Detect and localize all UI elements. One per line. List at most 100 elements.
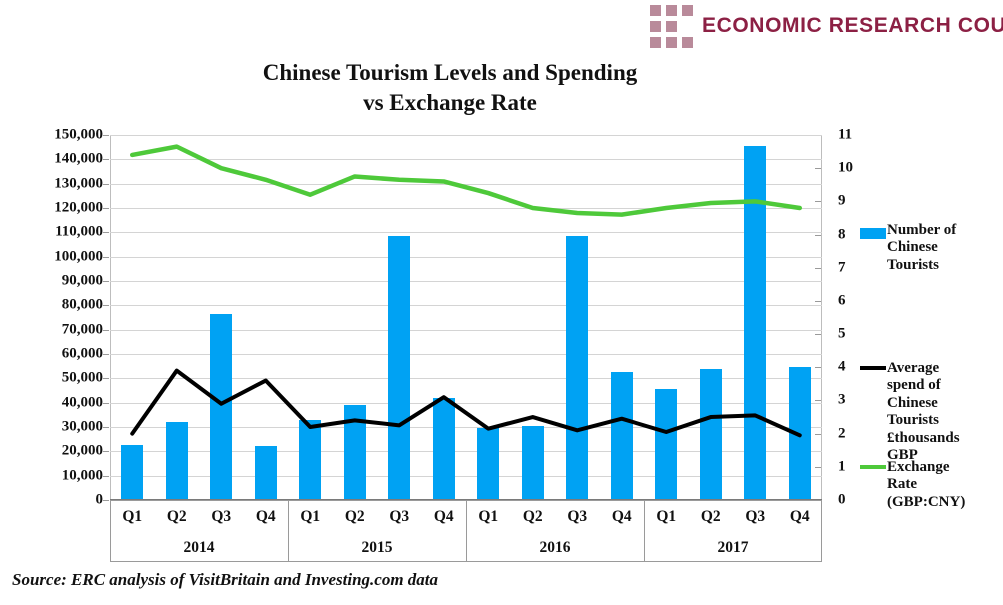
y-axis-left-tick [103, 475, 109, 477]
bar [521, 425, 544, 500]
x-axis-quarter-label: Q1 [300, 508, 321, 525]
legend-item[interactable]: Number of Chinese Tourists [860, 222, 1003, 274]
y-axis-left-tick [103, 329, 109, 331]
legend-label-line: Average [887, 360, 940, 376]
y-axis-left-label: 50,000 [61, 369, 103, 386]
x-axis-quarter-label: Q2 [166, 508, 187, 525]
plot-border-left [110, 135, 111, 500]
y-axis-right-tick [815, 466, 822, 468]
bar [299, 419, 322, 500]
legend-label-line: (GBP:CNY) [887, 493, 966, 510]
y-axis-right-tick [815, 367, 822, 369]
legend-bar-swatch-icon [860, 228, 886, 239]
gridline [110, 378, 822, 380]
bar [121, 445, 144, 500]
x-axis-quarter-label: Q3 [389, 508, 410, 525]
x-axis-quarter-label: Q4 [789, 508, 810, 525]
y-axis-left-label: 140,000 [54, 150, 103, 167]
gridline [110, 305, 822, 307]
y-axis-left-label: 90,000 [61, 272, 103, 289]
bar [477, 428, 500, 500]
y-axis-right: 11 10 9 8 7 6 5 4 3 2 1 0 [815, 127, 882, 508]
y-axis-left-label: 120,000 [54, 199, 103, 216]
y-axis-left-tick [103, 305, 109, 307]
page-title: Chinese Tourism Levels and Spending vs E… [0, 58, 900, 119]
logo-square-blank [682, 21, 693, 32]
bar [566, 235, 589, 500]
gridline [110, 183, 822, 185]
y-axis-left-label: 130,000 [54, 175, 103, 192]
x-axis-quarter-label: Q2 [700, 508, 721, 525]
logo-square [682, 36, 693, 48]
y-axis-left-label: 0 [95, 491, 104, 508]
gridline [110, 135, 822, 136]
logo-square [666, 4, 677, 16]
y-axis-left-tick [103, 500, 109, 501]
y-axis-left-tick [103, 183, 109, 185]
bar [343, 405, 366, 500]
logo-square [682, 4, 693, 16]
y-axis-left-tick [103, 135, 109, 136]
y-axis-left-tick [103, 281, 109, 282]
legend-label-line: Exchange [887, 459, 950, 475]
gridline [110, 256, 822, 258]
y-axis-left-label: 150,000 [54, 126, 103, 143]
gridline [110, 475, 822, 477]
x-axis-quarter-label: Q3 [567, 508, 588, 525]
x-axis-quarter-label: Q2 [522, 508, 543, 525]
source-note: Source: ERC analysis of VisitBritain and… [12, 570, 439, 589]
gridline [110, 159, 822, 161]
plot-border-right [821, 135, 822, 500]
y-axis-right-tick [815, 234, 822, 236]
x-axis-group-separator [288, 500, 289, 562]
legend-label-line: spend of [887, 377, 941, 394]
x-axis-quarter-label: Q1 [656, 508, 677, 525]
y-axis-left-tick [103, 208, 109, 209]
logo-squares-icon [650, 4, 693, 48]
legend-label-line: Tourists [887, 412, 939, 429]
legend-label-line: £thousands [887, 429, 960, 446]
legend-line-swatch-icon [860, 465, 886, 469]
y-axis-right-tick [815, 300, 822, 302]
x-axis-quarter-label: Q4 [433, 508, 454, 525]
legend-item[interactable]: Average spend of Chinese Tourists £thousands… [860, 360, 1003, 464]
y-axis-right-label: 1 [838, 458, 846, 475]
x-axis-group-separator [110, 500, 111, 562]
gridline [110, 232, 822, 234]
line-exchange-rate [130, 144, 802, 217]
y-axis-left-label: 10,000 [61, 467, 103, 484]
gridline [110, 451, 822, 453]
y-axis-right-label: 2 [838, 425, 846, 442]
y-axis-right-label: 8 [838, 226, 846, 243]
y-axis-left-label: 30,000 [61, 418, 103, 435]
x-axis-quarter-label: Q3 [745, 508, 766, 525]
legend-item[interactable]: Exchange Rate (GBP:CNY) [860, 459, 1003, 511]
y-axis-right-label: 10 [838, 159, 853, 176]
y-axis-right-label: 11 [838, 126, 853, 143]
gridline [110, 354, 822, 355]
bar [254, 446, 277, 500]
y-axis-left-label: 40,000 [61, 394, 103, 411]
y-axis-right-tick [815, 334, 822, 336]
bar [165, 422, 188, 500]
y-axis-left-tick [103, 378, 109, 380]
y-axis-left: 150,000 140,000 130,000 120,000 110,000 100,0… [0, 127, 109, 508]
x-axis-year-label: 2016 [539, 539, 571, 556]
y-axis-left-label: 80,000 [61, 296, 103, 313]
bar [432, 397, 455, 500]
logo-square [666, 36, 677, 48]
y-axis-right-tick [815, 168, 822, 170]
legend-line-swatch-icon [860, 366, 886, 370]
gridline [110, 402, 822, 404]
bar [699, 368, 722, 500]
legend-label-line: Chinese [887, 239, 938, 256]
legend-label: Average spend of Chinese Tourists £thousands… [887, 360, 960, 464]
logo-square [650, 20, 661, 32]
gridline [110, 329, 822, 331]
y-axis-left-tick [103, 451, 109, 453]
y-axis-right-tick [815, 267, 822, 269]
y-axis-left-label: 100,000 [54, 248, 103, 265]
legend-label-line: Number of [887, 222, 957, 238]
y-axis-left-label: 110,000 [55, 223, 103, 240]
